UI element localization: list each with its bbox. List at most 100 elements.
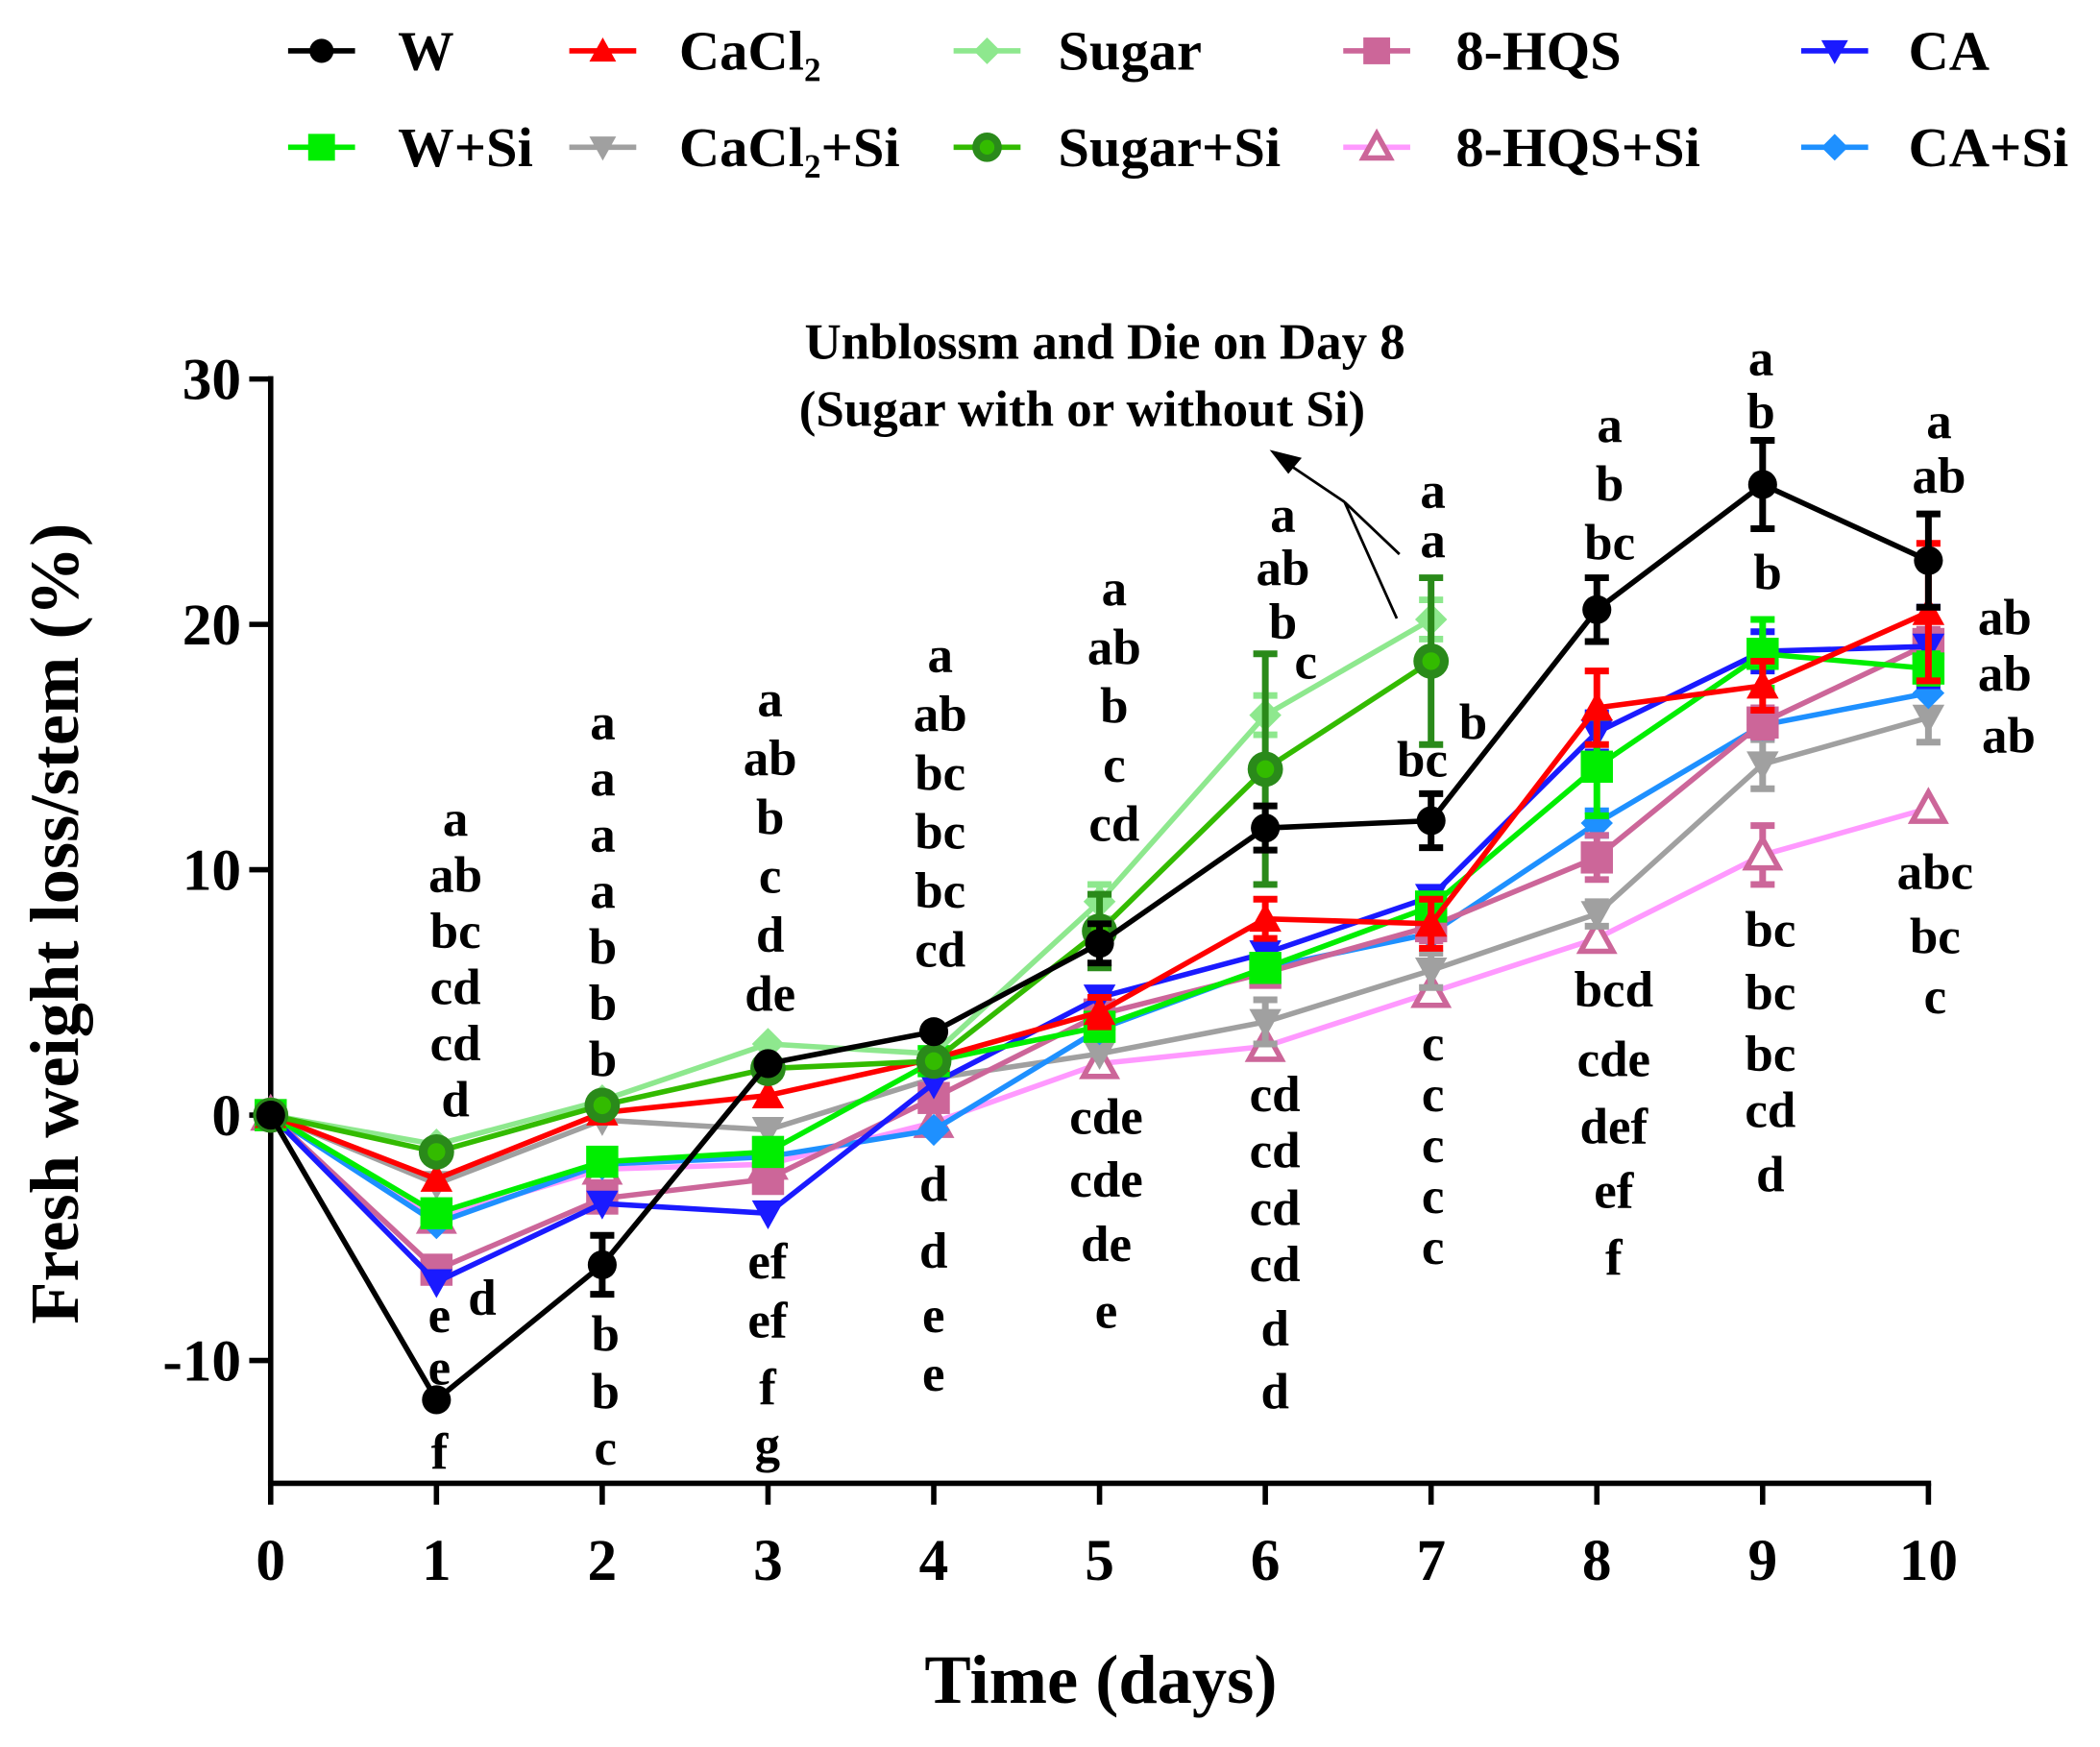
triangle-up-marker xyxy=(1083,996,1116,1026)
significance-letter: d xyxy=(919,1156,947,1212)
diamond-marker xyxy=(751,1028,785,1060)
x-tick-label: 3 xyxy=(753,1528,783,1593)
significance-letter: a xyxy=(1420,463,1445,519)
significance-letter: c xyxy=(1422,1169,1445,1225)
significance-letter: b xyxy=(756,789,784,845)
legend-item: CaCl₂+Si xyxy=(569,116,900,179)
significance-letter: d xyxy=(1260,1364,1288,1419)
significance-letter: e xyxy=(922,1288,945,1344)
significance-letter: a xyxy=(1926,394,1951,449)
y-tick-label: 30 xyxy=(183,348,241,413)
legend-label: CaCl₂ xyxy=(679,19,821,82)
legend-label: Sugar xyxy=(1058,19,1202,82)
significance-letter: a xyxy=(1420,513,1445,569)
significance-letter: bcd xyxy=(1575,962,1653,1018)
significance-letter: ab xyxy=(1982,708,2036,764)
square-marker xyxy=(420,1197,453,1230)
ring-marker-inner xyxy=(593,1096,612,1115)
significance-letter: a xyxy=(590,751,615,807)
significance-letters: aabbccdcdddeefaaaabbbbbcaabbcddeefeffgaa… xyxy=(428,330,2036,1480)
significance-letter: cd xyxy=(1088,796,1139,852)
x-tick-label: 1 xyxy=(422,1528,452,1593)
triangle-down-marker xyxy=(751,1117,785,1147)
significance-letter: cd xyxy=(430,959,481,1015)
x-tick-label: 10 xyxy=(1899,1528,1958,1593)
triangle-up-marker xyxy=(1746,669,1779,699)
significance-letter: bc xyxy=(915,745,965,801)
diamond-marker xyxy=(1820,133,1848,161)
circle-marker xyxy=(1416,806,1446,836)
circle-marker xyxy=(256,1101,285,1130)
significance-letter: e xyxy=(428,1288,452,1344)
significance-letter: a xyxy=(1748,330,1773,386)
x-tick-label: 7 xyxy=(1416,1528,1446,1593)
triangle-up-marker xyxy=(1580,692,1613,721)
significance-letter: e xyxy=(1095,1284,1118,1340)
significance-letter: ab xyxy=(1913,449,1966,504)
triangle-up-marker xyxy=(420,1162,453,1192)
annotation-line-1: Unblossm and Die on Day 8 xyxy=(805,315,1405,371)
triangle-down-marker xyxy=(1414,957,1448,987)
significance-letter: cde xyxy=(1069,1090,1142,1146)
square-marker xyxy=(1580,750,1613,784)
significance-letter: e xyxy=(922,1347,945,1402)
significance-letter: b xyxy=(592,1364,620,1419)
significance-letter: de xyxy=(1081,1217,1132,1273)
significance-letter: bc xyxy=(915,805,965,861)
legend-label: 8-HQS xyxy=(1455,19,1621,82)
significance-letter: bc xyxy=(1584,516,1635,571)
legend-item: CA+Si xyxy=(1800,116,2068,179)
significance-letter: d xyxy=(756,908,784,963)
significance-letter: de xyxy=(745,966,795,1022)
significance-letter: bc xyxy=(430,904,481,959)
circle-marker xyxy=(1085,929,1114,958)
ticks: 30 20 10 0 -10 0 1 2 3 4 5 6 7 8 9 10 xyxy=(162,348,1958,1593)
series-line xyxy=(270,659,1433,1155)
legend-label: CA+Si xyxy=(1908,116,2068,179)
square-marker xyxy=(751,1135,785,1169)
circle-marker xyxy=(918,1017,949,1047)
significance-letter: b xyxy=(1459,694,1487,750)
significance-letter: c xyxy=(1103,738,1126,793)
significance-letter: a xyxy=(443,791,468,847)
square-marker xyxy=(1363,37,1391,64)
circle-marker xyxy=(1582,594,1612,624)
square-marker xyxy=(751,1162,785,1196)
open-triangle-marker xyxy=(1907,787,1949,824)
x-tick-label: 4 xyxy=(919,1528,949,1593)
circle-marker xyxy=(422,1385,452,1415)
significance-letter: d xyxy=(919,1224,947,1279)
square-marker xyxy=(1249,952,1282,984)
significance-letter: b xyxy=(1746,384,1774,440)
x-tick-label: 5 xyxy=(1085,1528,1114,1593)
annotation-line-2: (Sugar with or without Si) xyxy=(799,381,1365,437)
significance-letter: cd xyxy=(1250,1180,1301,1236)
legend-label: CaCl₂+Si xyxy=(679,116,900,179)
significance-letter: ef xyxy=(1594,1163,1635,1219)
significance-letter: cd xyxy=(915,922,965,978)
significance-letter: c xyxy=(1924,969,1947,1025)
significance-letter: ab xyxy=(914,687,967,742)
significance-letter: a xyxy=(590,863,615,919)
significance-letter: e xyxy=(428,1340,452,1395)
significance-letter: b xyxy=(592,1306,620,1362)
significance-letter: cd xyxy=(1745,1083,1795,1139)
legend-label: 8-HQS+Si xyxy=(1455,116,1700,179)
significance-letter: cde xyxy=(1577,1032,1650,1088)
significance-letter: abc xyxy=(1897,845,1973,901)
triangle-down-marker xyxy=(1746,751,1779,781)
significance-letter: f xyxy=(431,1424,450,1480)
significance-letter: a xyxy=(1270,487,1295,543)
circle-marker xyxy=(1914,546,1943,575)
x-axis-label: Time (days) xyxy=(924,1640,1277,1718)
circle-marker xyxy=(309,38,334,63)
significance-letter: bc xyxy=(1910,909,1961,964)
y-tick-label: -10 xyxy=(162,1328,241,1394)
y-axis-label: Fresh weight loss/stem (%) xyxy=(15,523,93,1324)
